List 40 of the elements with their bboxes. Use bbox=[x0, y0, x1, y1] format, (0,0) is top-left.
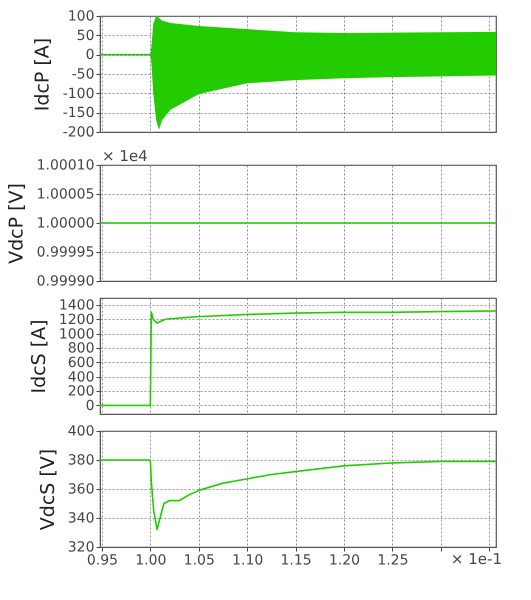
y-tick-label: 1.00005 bbox=[36, 186, 94, 202]
y-tick-label: 0.99990 bbox=[36, 274, 94, 290]
line-series bbox=[99, 459, 497, 530]
y-tick-label: 380 bbox=[68, 452, 94, 468]
y-tick-label: 1200 bbox=[58, 312, 94, 328]
x-tick-label: 0.95 bbox=[86, 552, 118, 568]
x-tick-label: 1.25 bbox=[377, 552, 408, 568]
y-tick-label: 340 bbox=[68, 510, 94, 526]
y-tick-label: 400 bbox=[68, 369, 94, 386]
x-tick-label: 1.20 bbox=[328, 552, 360, 568]
y-axis-title: IdcS [A] bbox=[28, 319, 50, 394]
y-tick-label: 320 bbox=[68, 540, 94, 556]
y-tick-label: 1000 bbox=[58, 326, 94, 342]
y-tick-label: -150 bbox=[62, 105, 94, 122]
y-tick-label: 360 bbox=[68, 482, 94, 498]
y-tick-label: 1400 bbox=[58, 298, 94, 314]
y-axis-title: VdcP [V] bbox=[6, 183, 28, 264]
y-tick-label: 400 bbox=[68, 424, 94, 440]
y-tick-label: 50 bbox=[76, 28, 94, 44]
y-tick-label: 0 bbox=[86, 398, 94, 414]
text: × 1e4 bbox=[102, 147, 148, 165]
y-tick-label: 1.00000 bbox=[36, 216, 94, 232]
y-tick-label: 1.00010 bbox=[36, 158, 94, 174]
y-tick-label: 200 bbox=[68, 384, 94, 400]
x-tick-label: 1.05 bbox=[184, 552, 215, 568]
y-tick-label: 100 bbox=[68, 8, 94, 24]
y-tick-label: 800 bbox=[68, 340, 94, 357]
text: × 1e-1 bbox=[450, 550, 502, 568]
y-tick-label: 0 bbox=[86, 47, 94, 64]
y-axis-title: IdcP [A] bbox=[32, 38, 54, 112]
y-tick-label: 0.99995 bbox=[36, 244, 94, 260]
y-tick-label: -200 bbox=[62, 124, 94, 140]
line-series bbox=[99, 310, 497, 406]
x-tick-label: 1.00 bbox=[135, 552, 166, 568]
y-tick-label: -100 bbox=[62, 86, 94, 102]
y-tick-label: -50 bbox=[72, 66, 94, 82]
x-tick-label: 1.10 bbox=[232, 552, 264, 568]
y-tick-label: 600 bbox=[68, 354, 94, 371]
y-axis-title: VdcS [V] bbox=[36, 448, 59, 530]
x-tick-label: 1.15 bbox=[280, 552, 312, 568]
